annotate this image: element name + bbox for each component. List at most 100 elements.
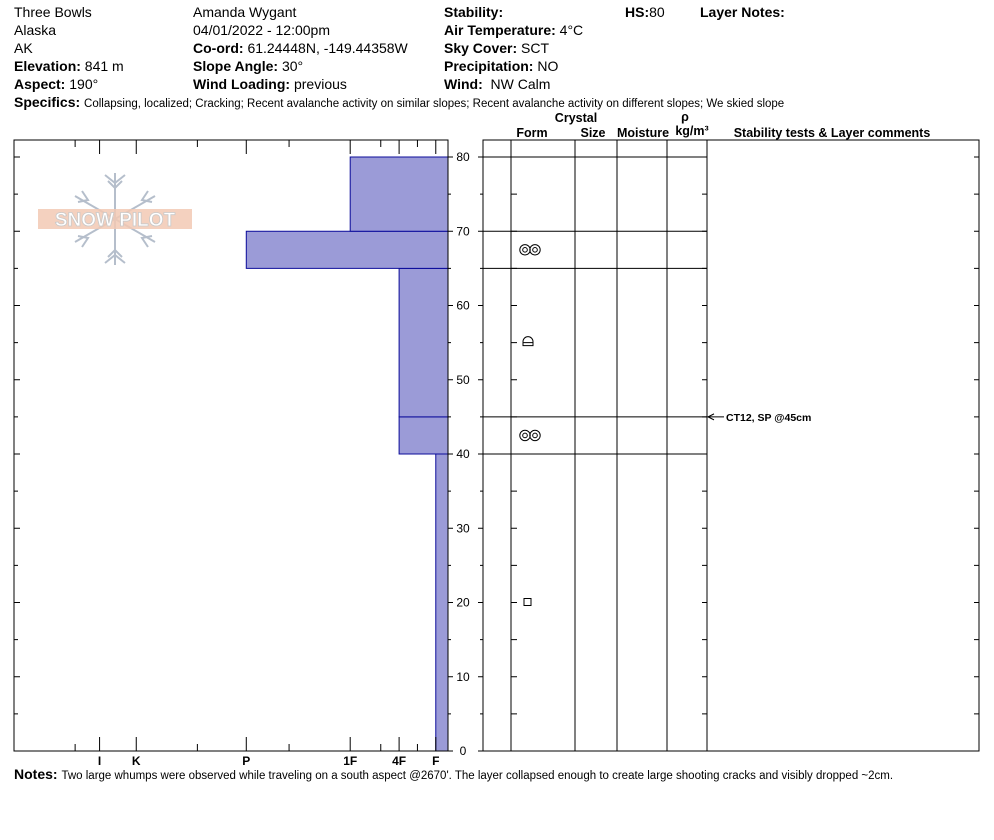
- stability-comments-header: Stability tests & Layer comments: [734, 126, 931, 140]
- wind-loading-value: previous: [293, 76, 347, 92]
- elevation-label: Elevation:: [14, 58, 81, 74]
- layer-notes-field: Layer Notes:: [700, 3, 785, 21]
- grain-circle: [519, 244, 531, 256]
- stability-label: Stability:: [444, 4, 504, 20]
- faceted-icon: [523, 598, 532, 606]
- stability-annotations: CT12, SP @45cm: [706, 412, 811, 424]
- moisture-header: Moisture: [617, 126, 669, 140]
- elevation-value: 841 m: [84, 58, 124, 74]
- specifics-label: Specifics:: [14, 94, 81, 110]
- hs-value: 80: [649, 4, 665, 20]
- specifics-value: Collapsing, localized; Cracking; Recent …: [84, 98, 785, 110]
- logo-banner: [38, 209, 192, 229]
- grain-shape: [522, 336, 534, 347]
- hardness-tick-label: I: [98, 754, 101, 768]
- location-name: Three Bowls: [14, 4, 92, 20]
- surface-hoar-icon: [519, 244, 541, 256]
- form-header: Form: [516, 126, 547, 140]
- location-info: Three Bowls Alaska AK Elevation: 841 m A…: [14, 3, 124, 93]
- aspect-value: 190°: [69, 76, 99, 92]
- hardness-tick-label: K: [132, 754, 141, 768]
- sky-cover-value: SCT: [521, 40, 550, 56]
- snowpilot-logo: SNOW PILOT: [38, 173, 192, 265]
- grain-circle-inner: [522, 247, 528, 253]
- conditions-info: Stability: Air Temperature: 4°C Sky Cove…: [444, 3, 583, 93]
- wind-loading-field: Wind Loading: previous: [193, 75, 408, 93]
- coord-label: Co-ord:: [193, 40, 244, 56]
- precip-label: Precipitation:: [444, 58, 534, 74]
- aspect-label: Aspect:: [14, 76, 66, 92]
- wind-field: Wind: NW Calm: [444, 75, 583, 93]
- precip-value: NO: [537, 58, 559, 74]
- hardness-frame: [13, 139, 449, 752]
- depth-tick-label: 50: [456, 373, 470, 387]
- layer-boundaries: [483, 156, 707, 455]
- hardness-tick-label: P: [242, 754, 250, 768]
- faceted-rounded-icon: [522, 336, 534, 347]
- depth-tick-label: 30: [456, 521, 470, 535]
- annotation-arrow-head: [706, 413, 715, 421]
- hardness-bar: [435, 453, 449, 752]
- notes-label: Notes:: [14, 766, 58, 782]
- layer-notes-label: Layer Notes:: [700, 4, 785, 20]
- coord-field: Co-ord: 61.24448N, -149.44358W: [193, 39, 408, 57]
- logo-text: SNOW PILOT: [55, 210, 176, 231]
- wind-value: NW Calm: [490, 76, 551, 92]
- grain-circle: [529, 244, 541, 256]
- hardness-panel: I K P 1F 4F F: [13, 139, 449, 768]
- observer-name: Amanda Wygant: [193, 4, 297, 20]
- grain-symbols: [519, 244, 541, 606]
- hardness-bar: [349, 156, 449, 232]
- depth-tick-label: 0: [460, 744, 467, 758]
- wind-label: Wind:: [444, 76, 483, 92]
- hardness-axis: I K P 1F 4F F: [74, 140, 439, 768]
- sky-cover-field: Sky Cover: SCT: [444, 39, 583, 57]
- left-depth-ticks: [14, 156, 20, 752]
- stability-field: Stability:: [444, 3, 583, 21]
- observation-info: Amanda Wygant 04/01/2022 - 12:00pm Co-or…: [193, 3, 408, 93]
- grain-circle: [529, 429, 541, 442]
- location-region: Alaska: [14, 22, 57, 38]
- density-unit-header: kg/m³: [675, 124, 708, 138]
- hs-label: HS:: [625, 4, 650, 20]
- slope-field: Slope Angle: 30°: [193, 57, 408, 75]
- air-temp-value: 4°C: [559, 22, 584, 38]
- grain-circle-inner: [532, 432, 538, 439]
- hardness-tick-label: 4F: [392, 754, 406, 768]
- depth-axis: 0 10 20 30 40 50 60 70 80: [448, 150, 979, 758]
- elevation-field: Elevation: 841 m: [14, 57, 124, 75]
- slope-label: Slope Angle:: [193, 58, 279, 74]
- aspect-field: Aspect: 190°: [14, 75, 124, 93]
- stability-test-label: CT12, SP @45cm: [726, 412, 811, 424]
- rho-header: ρ: [681, 110, 689, 124]
- hardness-bar: [398, 267, 449, 418]
- observation-datetime: 04/01/2022 - 12:00pm: [193, 22, 330, 38]
- hardness-bar: [398, 416, 449, 455]
- hardness-bars: [245, 156, 449, 752]
- crystal-header: Crystal: [555, 111, 597, 125]
- coord-value: 61.24448N, -149.44358W: [247, 40, 408, 56]
- layer-table: 0 10 20 30 40 50 60 70 80 CT12, SP @45cm: [448, 139, 980, 758]
- size-header: Size: [580, 126, 605, 140]
- sky-cover-label: Sky Cover:: [444, 40, 518, 56]
- slope-value: 30°: [281, 58, 304, 74]
- notes-value: Two large whumps were observed while tra…: [61, 770, 894, 782]
- grain-circle-inner: [532, 247, 538, 253]
- depth-tick-label: 40: [456, 447, 470, 461]
- hardness-bar: [245, 230, 449, 269]
- air-temp-field: Air Temperature: 4°C: [444, 21, 583, 39]
- grain-circle: [519, 429, 531, 442]
- hs-field: HS:80: [625, 3, 665, 21]
- grain-circle-inner: [522, 432, 528, 439]
- precip-field: Precipitation: NO: [444, 57, 583, 75]
- depth-tick-label: 80: [456, 150, 470, 164]
- surface-hoar-icon: [519, 429, 541, 442]
- depth-tick-label: 70: [456, 224, 470, 238]
- air-temp-label: Air Temperature:: [444, 22, 556, 38]
- depth-tick-label: 60: [456, 299, 470, 313]
- hardness-tick-label: F: [432, 754, 439, 768]
- depth-tick-label: 20: [456, 596, 470, 610]
- wind-loading-label: Wind Loading:: [193, 76, 291, 92]
- location-state: AK: [14, 40, 33, 56]
- hardness-tick-label: 1F: [343, 754, 357, 768]
